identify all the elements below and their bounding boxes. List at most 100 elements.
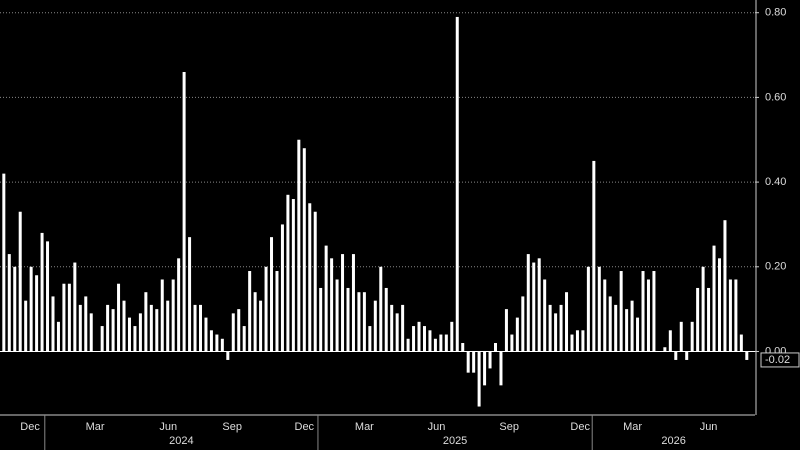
bar [636,317,640,352]
bar [84,296,88,352]
bar [346,287,350,352]
bar [373,300,377,352]
bar [417,321,421,352]
bar [204,317,208,352]
last-value-box [760,352,800,368]
bar [209,330,213,352]
bar [40,232,44,352]
bar [226,351,230,360]
bar [510,334,514,352]
bar [515,317,519,352]
bar [122,300,126,352]
bar [543,279,547,352]
bar [625,309,629,352]
bar [455,16,459,352]
bar [7,254,11,352]
bar [395,313,399,352]
x-tick-label: Mar [623,421,642,433]
x-tick-label: Jun [700,421,718,433]
bar [155,309,159,352]
bar [46,241,50,352]
bar [253,292,257,352]
last-value-label: -0.02 [765,354,790,366]
bar [368,326,372,352]
bar [67,283,71,352]
bar [685,351,689,360]
bar [18,211,22,352]
bar [275,271,279,352]
bar [100,326,104,352]
bar [477,351,481,407]
bar [406,338,410,352]
bar [51,296,55,352]
bar [745,351,749,360]
bar [565,292,569,352]
bar [29,266,33,352]
year-label: 2026 [661,435,685,447]
bar [264,266,268,352]
bar [428,330,432,352]
bar [144,292,148,352]
bar [24,300,28,352]
bar [313,211,317,352]
bar [2,173,6,352]
bar [270,237,274,352]
bar [177,258,181,352]
bar [679,321,683,352]
bar [56,321,60,352]
bar [450,321,454,352]
bar [668,330,672,352]
bar [554,313,558,352]
bar [35,275,39,352]
bar [696,287,700,352]
bar [248,271,252,352]
year-label: 2025 [443,435,467,447]
bar [351,254,355,352]
bar [652,271,656,352]
bar [188,237,192,352]
bar [220,338,224,352]
x-tick-label: Dec [20,421,40,433]
bar [499,351,503,386]
bar [149,304,153,352]
bar [384,287,388,352]
bar [182,71,186,352]
bar [739,334,743,352]
bar [597,266,601,352]
bar [483,351,487,386]
bar [494,343,498,352]
bar [379,266,383,352]
bar [586,266,590,352]
y-tick-label: 0.20 [765,261,786,273]
bar [330,258,334,352]
bar [341,254,345,352]
bar [466,351,470,373]
bar [198,304,202,352]
y-tick-label: 0.60 [765,91,786,103]
bar [614,304,618,352]
bar [160,279,164,352]
bar [171,279,175,352]
bar [308,203,312,352]
bar [302,148,306,352]
x-tick-label: Mar [355,421,374,433]
x-tick-label: Dec [570,421,590,433]
bar [707,287,711,352]
bar [690,321,694,352]
x-tick-label: Mar [86,421,105,433]
bar [646,279,650,352]
bar [73,262,77,352]
x-tick-label: Jun [159,421,177,433]
bar [461,343,465,352]
x-tick-label: Dec [295,421,315,433]
bar [390,304,394,352]
bar [603,279,607,352]
bar [193,304,197,352]
bar [701,266,705,352]
bar [532,262,536,352]
bar [401,304,405,352]
bar [297,139,301,352]
bar [674,351,678,360]
